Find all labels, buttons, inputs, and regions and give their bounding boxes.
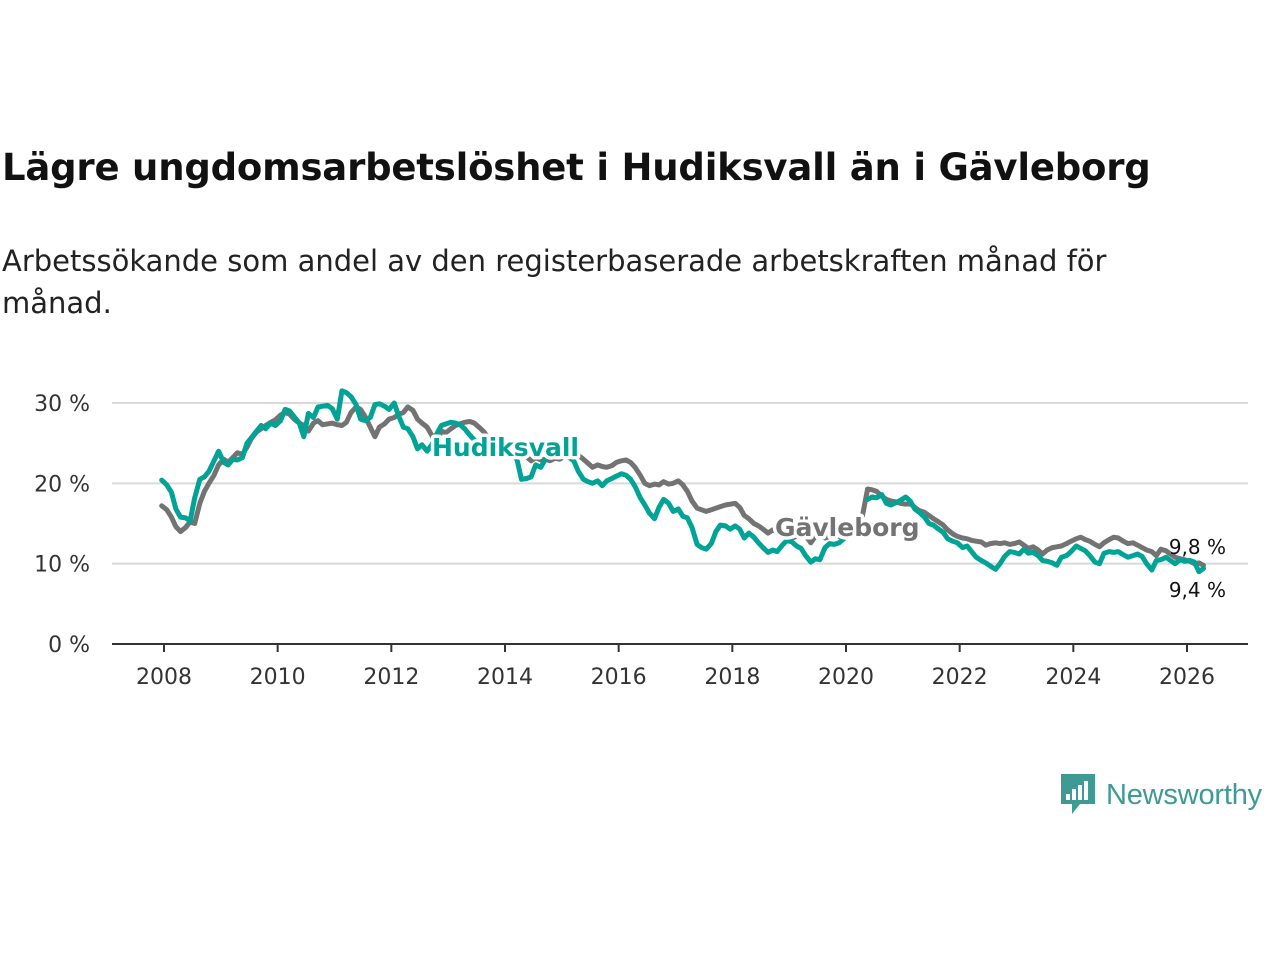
newsworthy-brand: Newsworthy: [1058, 772, 1262, 818]
x-tick-label: 2016: [591, 665, 647, 690]
x-tick-label: 2008: [136, 665, 192, 690]
x-tick-label: 2012: [363, 665, 419, 690]
x-tick-label: 2026: [1159, 665, 1215, 690]
x-tick-label: 2010: [250, 665, 306, 690]
series-line-hudiksvall-0: [159, 388, 847, 565]
end-label-hudiksvall: 9,4 %: [1169, 578, 1226, 602]
y-tick-label: 0 %: [48, 633, 90, 658]
newsworthy-logo-icon: [1061, 774, 1095, 814]
series-label-hudiksvall: Hudiksvall: [432, 433, 579, 462]
y-tick-label: 10 %: [34, 553, 90, 578]
y-tick-label: 30 %: [34, 392, 90, 417]
x-tick-label: 2022: [932, 665, 988, 690]
x-tick-label: 2020: [818, 665, 874, 690]
newsworthy-brand-name: Newsworthy: [1106, 778, 1262, 811]
series-line-hudiksvall-1: [865, 492, 1206, 575]
chart-subtitle: Arbetssökande som andel av den registerb…: [2, 244, 1107, 320]
x-tick-label: 2024: [1045, 665, 1101, 690]
chart-title: Lägre ungdomsarbetslöshet i Hudiksvall ä…: [2, 146, 1151, 189]
series-line-gvleborg-0: [159, 404, 1206, 568]
x-tick-label: 2018: [704, 665, 760, 690]
series-label-gavleborg: Gävleborg: [775, 513, 920, 542]
line-chart: 0 % 10 % 20 % 30 % 2008 2010 2012 2014 2016 2018 2…: [34, 388, 1248, 690]
end-label-gavleborg: 9,8 %: [1169, 535, 1226, 559]
y-tick-label: 20 %: [34, 472, 90, 497]
x-tick-label: 2014: [477, 665, 533, 690]
